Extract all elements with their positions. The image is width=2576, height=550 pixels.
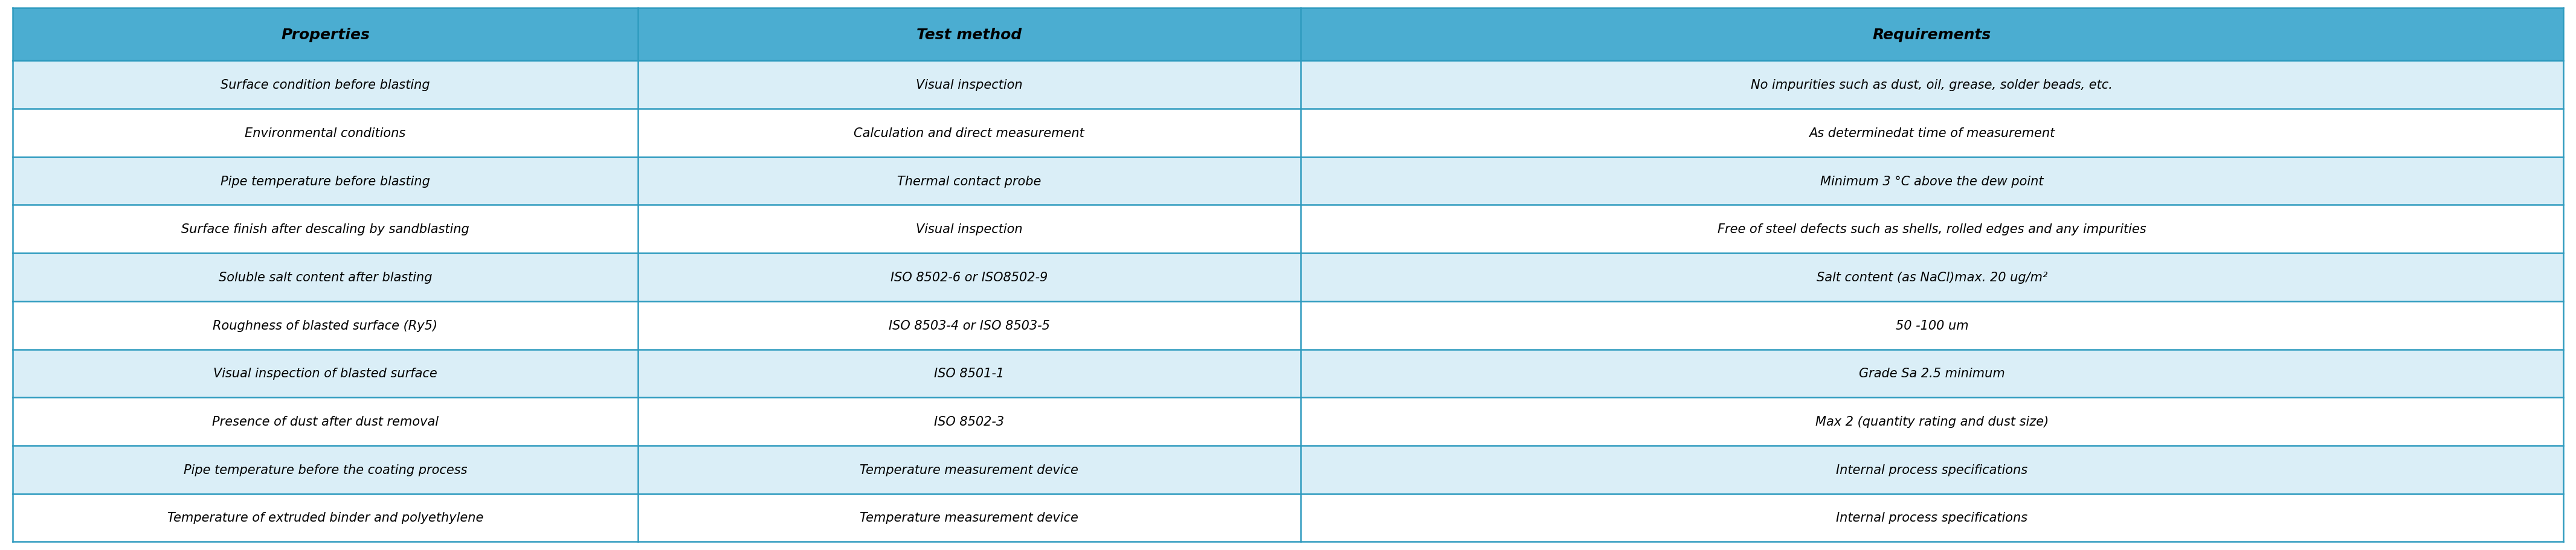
Text: Internal process specifications: Internal process specifications — [1837, 464, 2027, 476]
Text: No impurities such as dust, oil, grease, solder beads, etc.: No impurities such as dust, oil, grease,… — [1752, 79, 2112, 91]
Text: Botopp Steel: Botopp Steel — [299, 187, 371, 198]
Text: Visual inspection: Visual inspection — [917, 79, 1023, 91]
Text: ISO 8503-4 or ISO 8503-5: ISO 8503-4 or ISO 8503-5 — [889, 320, 1051, 332]
Text: Grade Sa 2.5 minimum: Grade Sa 2.5 minimum — [1860, 367, 2004, 379]
Text: Pipe temperature before blasting: Pipe temperature before blasting — [222, 175, 430, 188]
Text: ISO 8502-6 or ISO8502-9: ISO 8502-6 or ISO8502-9 — [891, 271, 1048, 283]
Text: Soluble salt content after blasting: Soluble salt content after blasting — [219, 271, 433, 283]
Text: Requirements: Requirements — [1873, 28, 1991, 42]
Bar — [13, 109, 2563, 157]
Text: 50 -100 um: 50 -100 um — [1896, 320, 1968, 332]
Text: Environmental conditions: Environmental conditions — [245, 127, 404, 139]
Text: As determinedat time of measurement: As determinedat time of measurement — [1808, 127, 2056, 139]
Bar — [13, 157, 2563, 205]
Text: Roughness of blasted surface (Ry5): Roughness of blasted surface (Ry5) — [214, 320, 438, 332]
Text: Surface finish after descaling by sandblasting: Surface finish after descaling by sandbl… — [180, 223, 469, 235]
Bar — [13, 494, 2563, 542]
Text: Presence of dust after dust removal: Presence of dust after dust removal — [211, 416, 438, 427]
Bar — [13, 398, 2563, 446]
Text: Properties: Properties — [281, 28, 368, 42]
Text: Internal process specifications: Internal process specifications — [1837, 512, 2027, 524]
Text: Temperature measurement device: Temperature measurement device — [860, 464, 1079, 476]
Text: Botopp Steel: Botopp Steel — [2205, 379, 2277, 390]
Bar — [13, 446, 2563, 494]
Text: ISO 8501-1: ISO 8501-1 — [935, 367, 1005, 379]
Text: Botopp Steel: Botopp Steel — [943, 187, 1015, 198]
Text: Visual inspection: Visual inspection — [917, 223, 1023, 235]
Text: Temperature of extruded binder and polyethylene: Temperature of extruded binder and polye… — [167, 512, 484, 524]
Bar — [13, 301, 2563, 349]
Text: ISO 8502-3: ISO 8502-3 — [935, 416, 1005, 427]
Text: Minimum 3 °C above the dew point: Minimum 3 °C above the dew point — [1821, 175, 2043, 188]
Text: Botopp Steel: Botopp Steel — [943, 379, 1015, 390]
Text: Free of steel defects such as shells, rolled edges and any impurities: Free of steel defects such as shells, ro… — [1718, 223, 2146, 235]
Bar — [13, 61, 2563, 109]
Bar — [13, 254, 2563, 301]
Text: Calculation and direct measurement: Calculation and direct measurement — [853, 127, 1084, 139]
Text: Test method: Test method — [917, 28, 1023, 42]
Bar — [13, 8, 2563, 61]
Text: Botopp Steel: Botopp Steel — [299, 379, 371, 390]
Text: Botopp Steel: Botopp Steel — [1561, 187, 1633, 198]
Text: Visual inspection of blasted surface: Visual inspection of blasted surface — [214, 367, 438, 379]
Text: Botopp Steel: Botopp Steel — [1561, 379, 1633, 390]
Text: Salt content (as NaCl)max. 20 ug/m²: Salt content (as NaCl)max. 20 ug/m² — [1816, 271, 2048, 283]
Text: Temperature measurement device: Temperature measurement device — [860, 512, 1079, 524]
Text: Pipe temperature before the coating process: Pipe temperature before the coating proc… — [183, 464, 466, 476]
Text: Thermal contact probe: Thermal contact probe — [896, 175, 1041, 188]
Bar — [13, 349, 2563, 398]
Text: Botopp Steel: Botopp Steel — [2205, 187, 2277, 198]
Bar — [13, 205, 2563, 254]
Text: Surface condition before blasting: Surface condition before blasting — [222, 79, 430, 91]
Text: Max 2 (quantity rating and dust size): Max 2 (quantity rating and dust size) — [1816, 416, 2048, 427]
